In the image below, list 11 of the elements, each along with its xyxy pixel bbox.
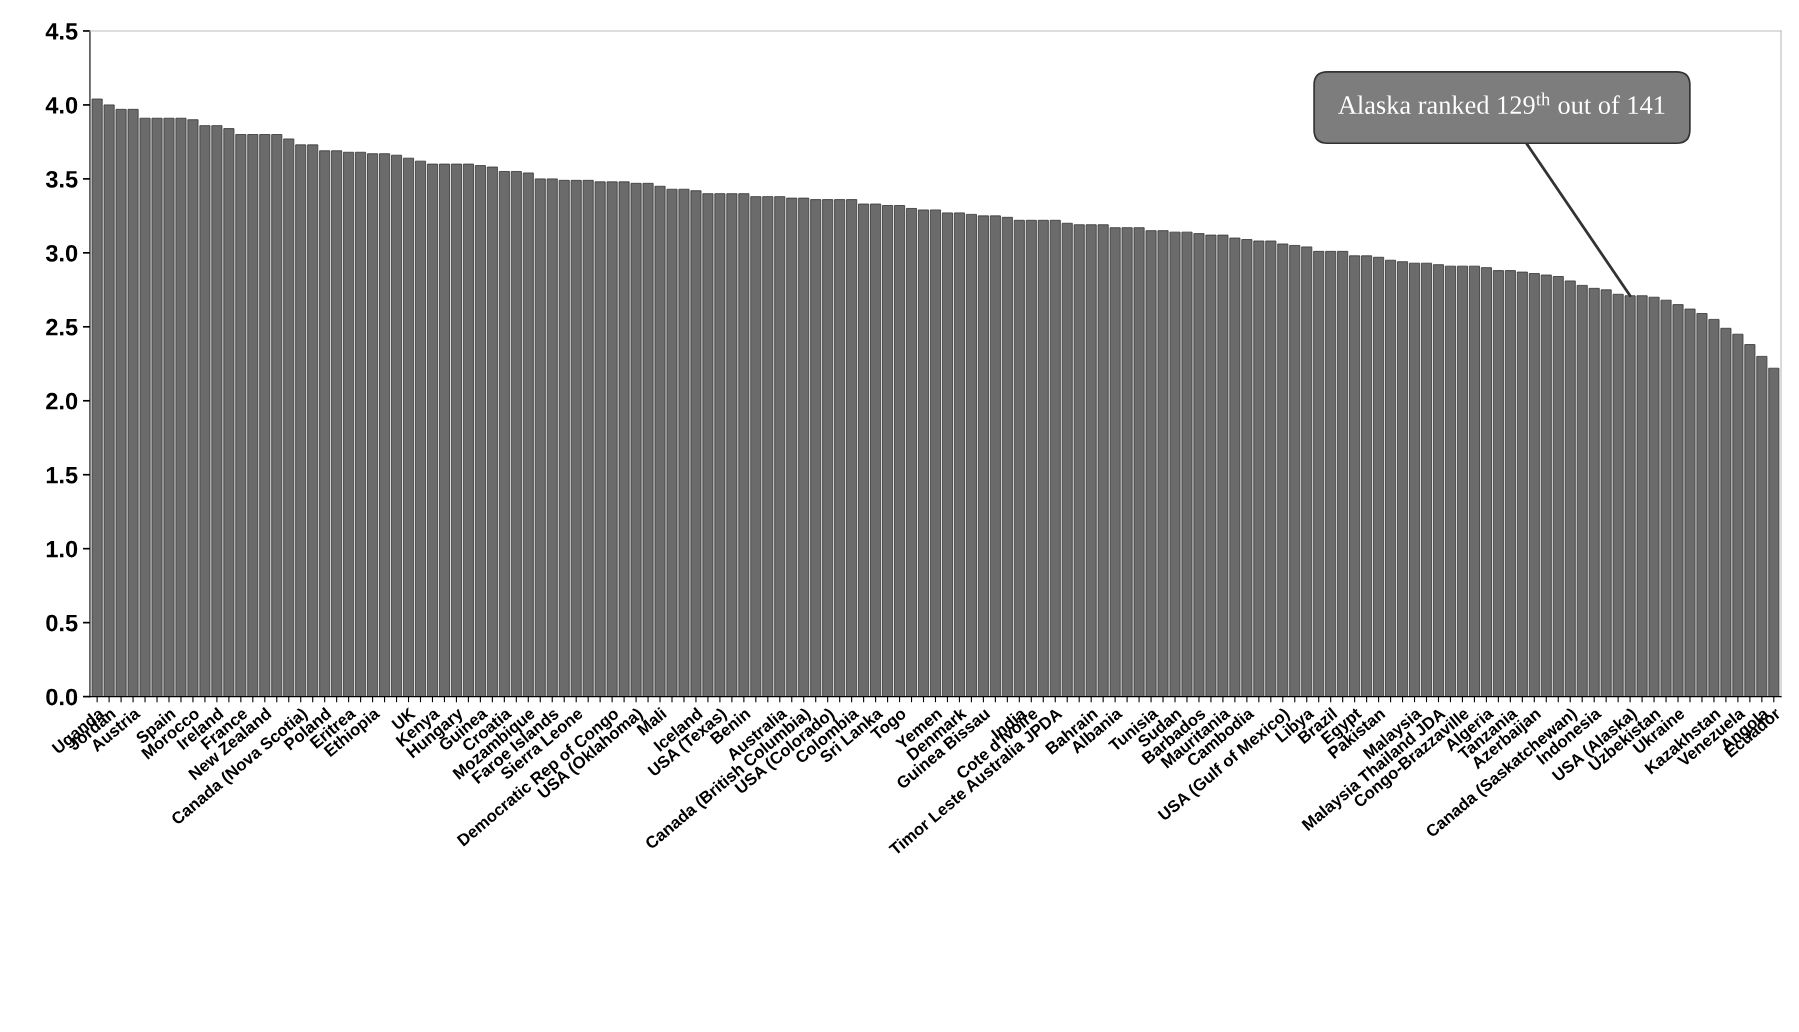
y-tick-label: 0.0	[46, 688, 78, 706]
y-tick-label: 4.0	[45, 96, 78, 114]
y-tick-label: 3.5	[45, 170, 78, 188]
annotation: Alaska ranked 129$^{th}$ out of 141	[1338, 92, 1665, 115]
y-tick-label: 1.5	[46, 467, 78, 484]
y-tick-label: 4.5	[45, 23, 78, 40]
y-tick-label: 2.5	[46, 318, 78, 336]
y-tick-label: 0.5	[46, 614, 78, 632]
y-tick-label: 3.0	[45, 244, 78, 262]
y-tick-label: 1.0	[46, 540, 78, 558]
y-tick-label: 2.0	[46, 392, 78, 410]
